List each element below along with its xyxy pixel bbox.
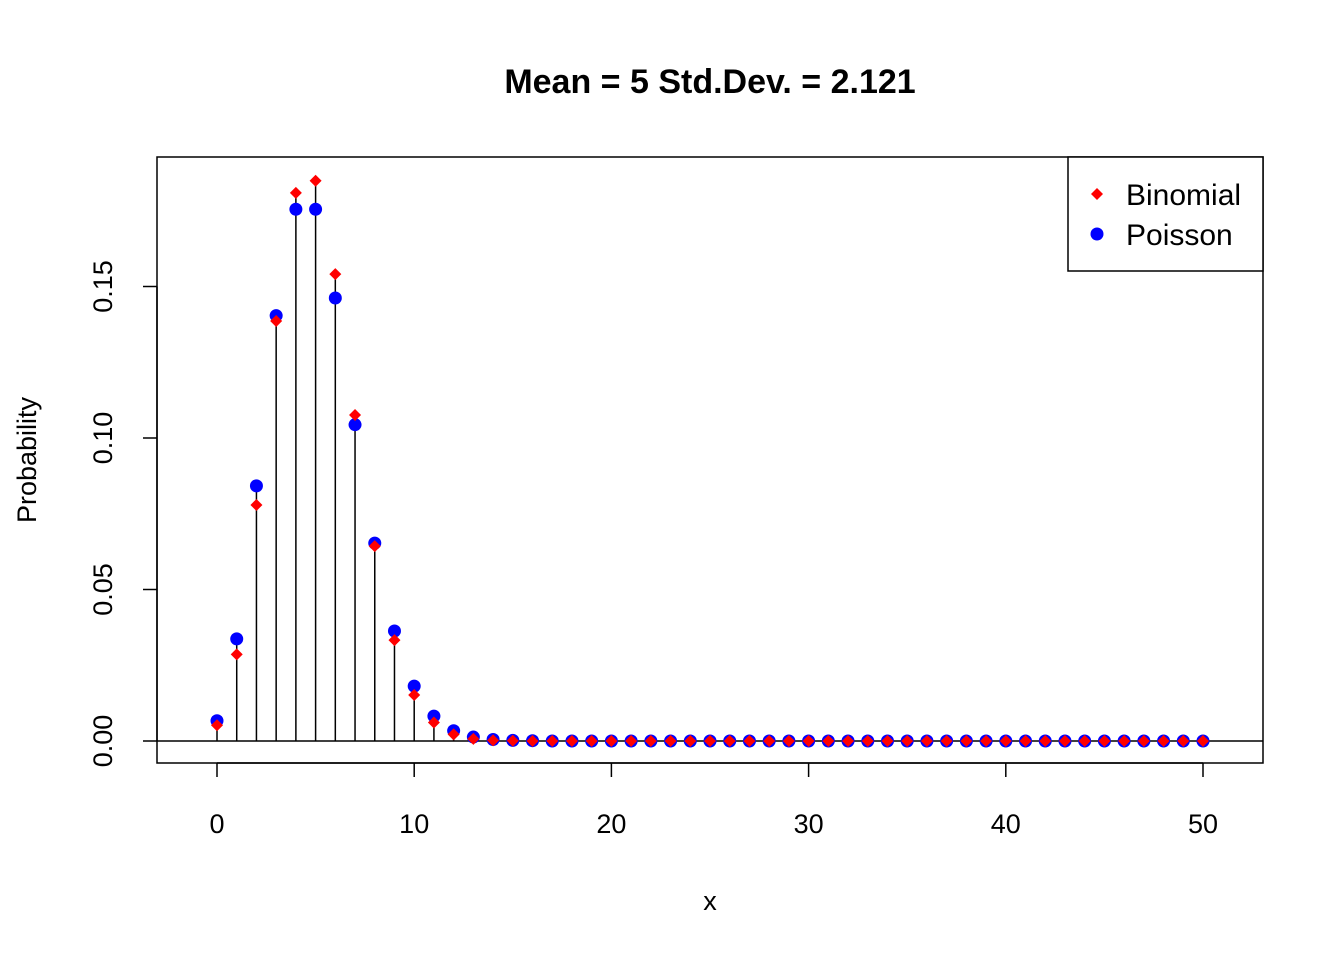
x-tick-label: 0 bbox=[209, 809, 224, 839]
x-tick-label: 30 bbox=[794, 809, 824, 839]
legend: Binomial Poisson bbox=[1067, 156, 1264, 272]
poisson-point bbox=[427, 709, 441, 723]
binomial-point bbox=[211, 719, 223, 732]
y-tick-label: 0.10 bbox=[88, 412, 118, 465]
binomial-point bbox=[408, 688, 421, 701]
binomial-point bbox=[329, 268, 342, 281]
binomial-point bbox=[270, 315, 283, 328]
binomial-point bbox=[349, 408, 362, 421]
y-axis: 0.00 0.05 0.10 0.15 bbox=[88, 260, 158, 768]
binomial-point bbox=[487, 734, 500, 747]
binomial-point bbox=[822, 735, 835, 747]
binomial-point bbox=[684, 735, 697, 747]
poisson-point bbox=[387, 624, 401, 638]
poisson-point bbox=[289, 202, 303, 216]
binomial-point bbox=[1039, 735, 1052, 747]
poisson-point bbox=[348, 418, 362, 432]
binomial-point bbox=[1058, 735, 1071, 747]
poisson-point bbox=[407, 679, 421, 693]
binomial-point bbox=[723, 735, 736, 747]
poisson-point bbox=[230, 632, 244, 646]
stem-lines bbox=[216, 180, 534, 741]
binomial-point bbox=[1197, 735, 1209, 747]
y-tick-label: 0.00 bbox=[88, 715, 118, 768]
binomial-point bbox=[585, 735, 598, 747]
x-tick-label: 20 bbox=[596, 809, 626, 839]
binomial-point bbox=[526, 735, 539, 747]
binomial-point bbox=[940, 735, 953, 747]
binomial-point bbox=[250, 498, 263, 511]
poisson-point bbox=[309, 202, 323, 216]
binomial-legend-marker bbox=[1091, 188, 1103, 200]
binomial-point bbox=[920, 735, 933, 747]
binomial-point bbox=[644, 735, 657, 747]
y-tick-label: 0.15 bbox=[88, 260, 118, 313]
binomial-point bbox=[230, 648, 243, 661]
poisson-legend-label: Poisson bbox=[1126, 219, 1233, 252]
binomial-point bbox=[1098, 735, 1111, 747]
binomial-legend-label: Binomial bbox=[1126, 179, 1241, 212]
poisson-legend-marker bbox=[1090, 227, 1104, 241]
binomial-point bbox=[447, 728, 460, 741]
chart-title: Mean = 5 Std.Dev. = 2.121 bbox=[504, 63, 915, 101]
x-axis: 0 10 20 30 40 50 bbox=[209, 762, 1218, 839]
binomial-point bbox=[901, 735, 914, 747]
binomial-point bbox=[1177, 735, 1190, 747]
binomial-point bbox=[704, 735, 716, 747]
x-tick-label: 50 bbox=[1188, 809, 1218, 839]
binomial-point bbox=[1157, 735, 1170, 747]
poisson-point bbox=[328, 291, 342, 305]
binomial-point bbox=[999, 735, 1012, 747]
binomial-point bbox=[605, 735, 618, 747]
y-tick-label: 0.05 bbox=[88, 563, 118, 616]
binomial-point bbox=[427, 716, 440, 729]
binomial-point bbox=[625, 735, 638, 747]
binomial-point bbox=[565, 735, 578, 747]
binomial-point bbox=[546, 735, 559, 747]
binomial-point bbox=[980, 735, 993, 747]
binomial-point bbox=[289, 186, 302, 199]
y-axis-label: Probability bbox=[12, 396, 42, 523]
binomial-point bbox=[664, 735, 677, 747]
binomial-point bbox=[802, 735, 815, 747]
binomial-point bbox=[506, 734, 519, 747]
binomial-point bbox=[1118, 735, 1131, 747]
binomial-point bbox=[782, 735, 795, 747]
binomial-point bbox=[960, 735, 973, 747]
x-tick-label: 10 bbox=[399, 809, 429, 839]
binomial-point bbox=[1078, 735, 1091, 747]
poisson-series bbox=[210, 202, 1210, 748]
binomial-series bbox=[211, 174, 1209, 747]
binomial-point bbox=[467, 732, 480, 745]
x-axis-label: x bbox=[703, 886, 717, 916]
x-tick-label: 40 bbox=[991, 809, 1021, 839]
poisson-point bbox=[249, 479, 263, 493]
legend-box bbox=[1067, 156, 1264, 272]
binomial-point bbox=[842, 735, 855, 747]
binomial-point bbox=[861, 735, 874, 747]
binomial-point bbox=[1019, 735, 1032, 747]
binomial-point bbox=[309, 174, 322, 187]
binomial-point bbox=[1137, 735, 1150, 747]
binomial-point bbox=[388, 634, 401, 647]
binomial-point bbox=[881, 735, 894, 747]
binomial-point bbox=[368, 540, 381, 553]
binomial-point bbox=[743, 735, 756, 747]
binomial-point bbox=[763, 735, 776, 747]
